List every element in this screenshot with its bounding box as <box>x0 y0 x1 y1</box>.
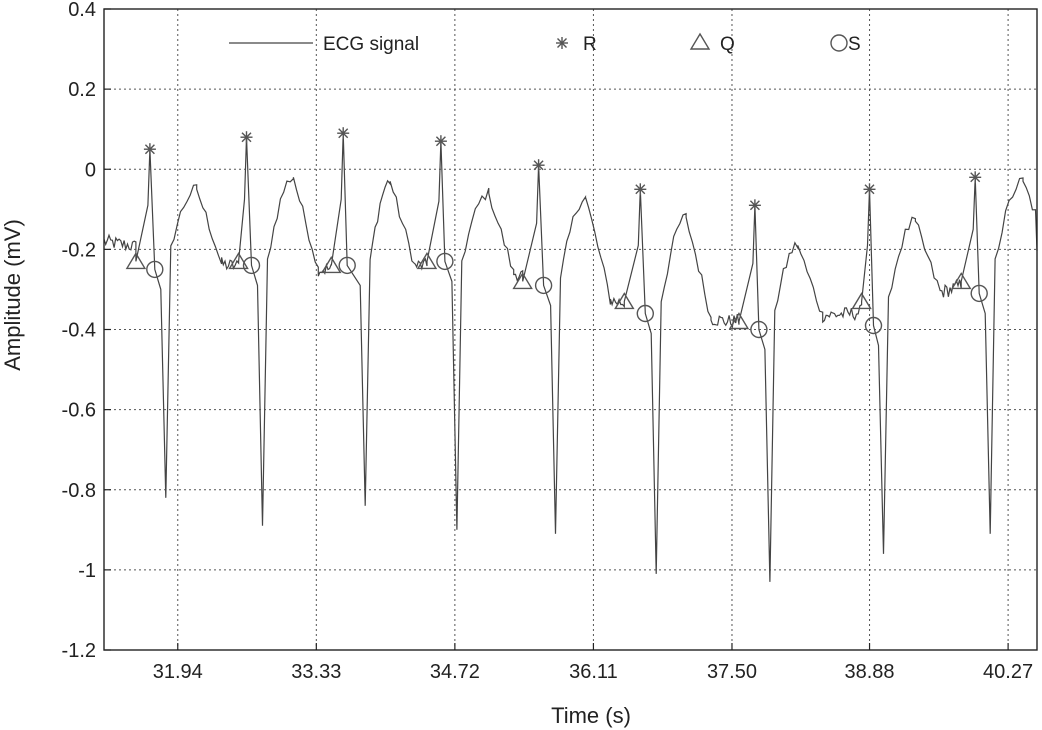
grid-lines <box>104 9 1037 650</box>
legend-q-label: Q <box>720 34 735 55</box>
r-peak-marker <box>240 131 253 144</box>
y-tick-label: -1 <box>78 560 96 582</box>
q-point-marker <box>125 252 147 270</box>
x-tick-label: 38.88 <box>845 661 895 683</box>
ecg-signal-line <box>103 133 1038 582</box>
x-tick-label: 40.27 <box>983 661 1033 683</box>
y-axis-label: Amplitude (mV) <box>0 219 25 371</box>
y-tick-label: -1.2 <box>62 640 96 662</box>
s-point-marker <box>864 316 883 335</box>
x-tick-label: 33.33 <box>291 661 341 683</box>
s-point-marker <box>750 320 768 339</box>
legend-s-label: S <box>848 34 861 55</box>
legend-r-asterisk-icon <box>556 37 568 49</box>
r-peak-marker <box>532 159 545 172</box>
y-tick-label: -0.6 <box>62 400 96 422</box>
x-tick-label: 36.11 <box>569 661 618 683</box>
s-point-marker <box>636 304 654 323</box>
q-point-marker <box>614 292 635 310</box>
peak-markers <box>125 127 988 339</box>
s-point-marker <box>436 252 454 271</box>
r-peak-marker <box>434 135 447 148</box>
legend: ECG signal R Q S <box>229 32 861 55</box>
q-point-marker <box>851 292 872 310</box>
s-point-marker <box>146 260 164 279</box>
x-axis-label: Time (s) <box>551 703 631 728</box>
q-point-marker <box>416 252 438 270</box>
x-tick-label: 37.50 <box>707 661 757 683</box>
r-peak-marker <box>748 199 761 212</box>
s-point-marker <box>338 256 356 275</box>
y-tick-label: 0 <box>85 159 96 181</box>
q-point-marker <box>228 252 249 270</box>
legend-ecg-label: ECG signal <box>323 34 419 55</box>
q-point-marker <box>951 272 972 290</box>
x-tick-label: 31.94 <box>153 661 203 683</box>
r-peak-marker <box>143 143 156 156</box>
legend-r-label: R <box>583 34 597 55</box>
axis-ticks: -1.2 -1 -0.8 -0.6 -0.4 -0.2 0 0.2 0.4 31.94 33.33 3… <box>62 0 1034 683</box>
s-point-marker <box>242 256 261 275</box>
y-tick-label: -0.2 <box>62 239 96 261</box>
q-point-marker <box>321 256 342 274</box>
x-tick-label: 34.72 <box>430 661 480 683</box>
r-peak-marker <box>863 183 876 196</box>
y-tick-label: -0.4 <box>62 320 96 342</box>
y-tick-label: -0.8 <box>62 480 96 502</box>
r-peak-marker <box>337 127 350 140</box>
s-point-marker <box>534 276 553 295</box>
q-point-marker <box>512 272 533 290</box>
r-peak-marker <box>634 183 647 196</box>
r-peak-marker <box>969 171 982 184</box>
s-point-marker <box>970 284 988 303</box>
y-tick-label: 0.2 <box>68 79 96 101</box>
legend-s-circle-icon <box>830 34 848 52</box>
y-tick-label: 0.4 <box>68 0 96 21</box>
q-point-marker <box>728 312 750 330</box>
legend-q-triangle-icon <box>689 32 711 50</box>
